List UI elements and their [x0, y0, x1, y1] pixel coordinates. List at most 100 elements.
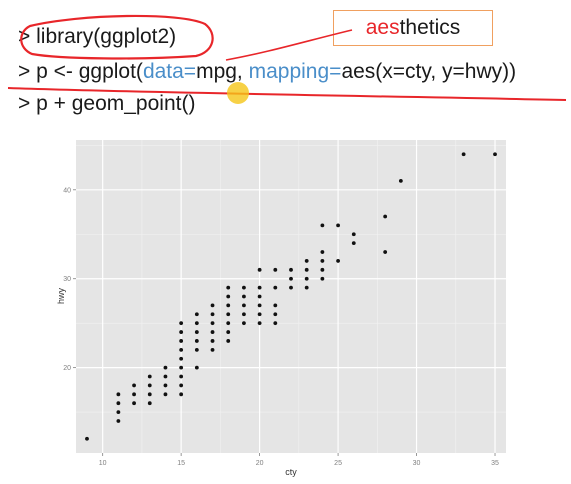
data-point — [179, 330, 184, 334]
data-point — [210, 321, 215, 326]
data-point — [116, 410, 121, 414]
data-point — [320, 276, 325, 281]
data-point — [194, 339, 199, 343]
code-line-ggplot: > p <- ggplot(data=mpg, mapping=aes(x=ct… — [18, 59, 516, 85]
red-underline-annotation — [7, 87, 567, 101]
y-tick-label: 30 — [63, 276, 71, 283]
data-point — [163, 374, 168, 379]
data-point — [210, 339, 215, 343]
mapping-argument-name: mapping= — [248, 60, 342, 83]
console-prompt: > — [18, 92, 31, 115]
data-point — [273, 267, 278, 272]
plot-panel — [76, 140, 506, 453]
data-point — [226, 312, 231, 317]
x-tick-label: 30 — [413, 460, 421, 467]
data-point — [194, 312, 199, 317]
data-point — [461, 152, 466, 157]
data-point — [242, 303, 246, 308]
data-point — [179, 356, 184, 361]
data-point — [179, 374, 184, 379]
plot-grid — [76, 140, 506, 453]
x-tick-label: 20 — [256, 460, 264, 467]
data-point — [132, 392, 136, 397]
data-point — [210, 312, 215, 317]
data-point — [273, 303, 278, 308]
x-tick-label: 10 — [99, 460, 107, 467]
data-point — [351, 241, 356, 246]
data-point — [273, 312, 278, 317]
data-point — [163, 365, 168, 370]
data-point — [226, 339, 231, 343]
ggplot-call-start: p <- ggplot( — [36, 60, 143, 83]
data-point — [304, 285, 309, 290]
data-point — [304, 259, 309, 263]
console-prompt: > — [18, 60, 31, 83]
data-point — [257, 312, 262, 317]
y-tick-label: 20 — [63, 365, 71, 372]
data-point — [398, 179, 403, 183]
data-point — [304, 267, 309, 272]
data-point — [336, 259, 340, 263]
callout-rest: thetics — [399, 16, 461, 39]
data-point — [273, 285, 278, 290]
data-point — [147, 401, 152, 406]
data-point — [242, 321, 246, 326]
data-point — [320, 267, 325, 272]
data-point — [226, 303, 231, 308]
x-tick-label: 15 — [177, 460, 185, 467]
data-point — [147, 374, 152, 379]
data-point — [194, 321, 199, 326]
data-point — [147, 392, 152, 397]
data-point — [289, 285, 293, 290]
data-point — [179, 383, 184, 388]
data-point — [226, 321, 231, 326]
data-point — [179, 365, 184, 370]
data-point — [210, 347, 215, 352]
data-point — [257, 321, 262, 326]
data-point — [163, 383, 168, 388]
data-point — [163, 392, 168, 397]
red-callout-pointer — [225, 29, 353, 61]
data-point — [242, 285, 246, 290]
data-point — [383, 214, 388, 219]
data-point — [289, 267, 293, 272]
y-tick-label: 40 — [63, 187, 71, 194]
x-tick-label: 35 — [491, 460, 499, 467]
data-point — [194, 347, 199, 352]
y-axis-label: hwy — [56, 288, 66, 305]
callout-highlight: aes — [365, 16, 400, 39]
data-points — [85, 152, 497, 441]
aesthetics-callout: aesthetics — [333, 10, 493, 46]
mouse-cursor-highlight — [227, 82, 249, 104]
data-point — [116, 419, 121, 423]
data-point — [257, 267, 262, 272]
code-line-geom-point: > p + geom_point() — [18, 91, 195, 117]
data-point — [257, 294, 262, 299]
data-argument-name: data= — [142, 60, 197, 83]
geom-point-call: p + geom_point() — [36, 92, 196, 115]
data-point — [242, 294, 246, 299]
data-point — [383, 250, 388, 254]
data-point — [304, 276, 309, 281]
axis-ticks: 10 15 20 25 30 35 20 30 40 — [63, 187, 499, 467]
data-point — [273, 321, 278, 326]
red-circle-annotation — [20, 14, 214, 60]
data-point — [85, 436, 89, 441]
data-point — [242, 312, 246, 317]
data-point — [226, 330, 231, 334]
x-tick-label: 25 — [334, 460, 342, 467]
data-point — [493, 152, 497, 157]
data-point — [210, 303, 215, 308]
data-point — [179, 347, 184, 352]
data-point — [226, 285, 231, 290]
data-point — [320, 259, 325, 263]
data-point — [257, 303, 262, 308]
data-point — [132, 401, 136, 406]
mapping-argument-value: aes(x=cty, y=hwy)) — [341, 60, 517, 83]
data-point — [336, 223, 340, 228]
data-point — [320, 250, 325, 254]
data-point — [320, 223, 325, 228]
